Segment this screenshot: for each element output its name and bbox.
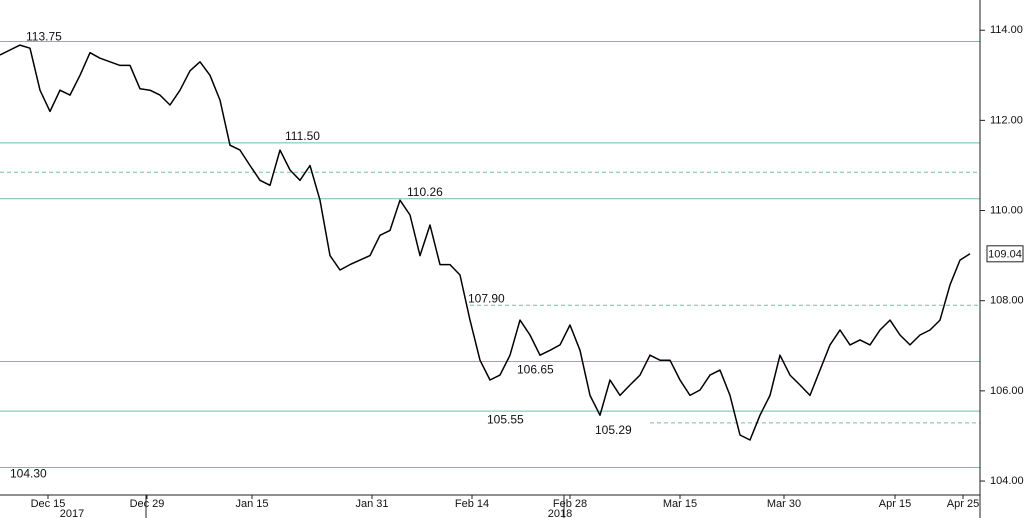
price-line <box>0 44 971 441</box>
x-tick-label: Feb 28 <box>553 498 587 510</box>
x-tick-label: Apr 15 <box>879 498 911 510</box>
level-label: 113.75 <box>26 30 62 44</box>
x-tick-label: Dec 15 <box>31 498 66 510</box>
level-label: 105.29 <box>595 423 632 437</box>
y-tick-label: 114.00 <box>990 24 1023 36</box>
x-tick-label: Jan 15 <box>235 498 268 510</box>
x-tick-label: Mar 30 <box>767 498 801 510</box>
level-label: 107.90 <box>468 291 505 305</box>
y-tick-label: 104.00 <box>990 475 1024 487</box>
x-tick-label: Jan 31 <box>355 498 388 510</box>
x-tick-label: Apr 25 <box>947 498 979 510</box>
y-tick-label: 112.00 <box>990 114 1023 126</box>
y-tick-label: 106.00 <box>990 385 1024 397</box>
level-label: 111.50 <box>285 129 320 143</box>
level-label: 110.26 <box>407 185 443 199</box>
level-label: 105.55 <box>487 412 524 426</box>
year-label: 2018 <box>548 508 572 518</box>
last-price-box <box>986 245 1024 263</box>
level-label: 106.65 <box>517 363 554 377</box>
year-label: 2017 <box>60 508 84 518</box>
last-price-label: 109.04 <box>988 249 1022 261</box>
level-label: 104.30 <box>10 467 47 481</box>
y-tick-label: 110.00 <box>990 204 1023 216</box>
x-tick-label: Dec 29 <box>130 498 165 510</box>
x-tick-label: Mar 15 <box>663 498 697 510</box>
x-tick-label: Feb 14 <box>455 498 489 510</box>
y-tick-label: 108.00 <box>990 295 1024 307</box>
